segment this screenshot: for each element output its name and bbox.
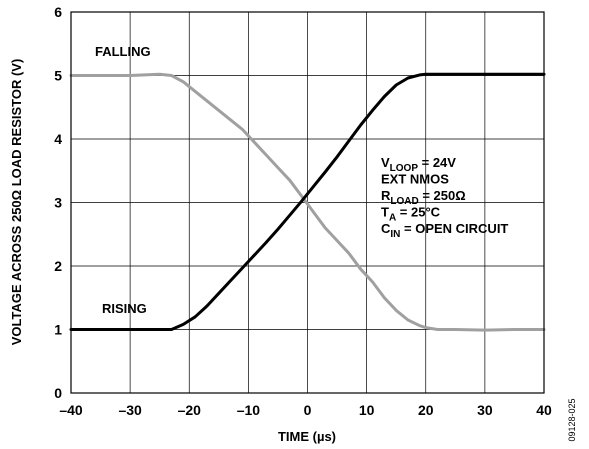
y-tick-label: 0 bbox=[54, 385, 62, 401]
rising-series-label: RISING bbox=[102, 301, 147, 316]
condition-line: RLOAD = 250Ω bbox=[381, 188, 466, 207]
x-axis-title: TIME (µs) bbox=[278, 429, 336, 444]
series-layer bbox=[69, 72, 546, 332]
plot-frame bbox=[70, 11, 545, 394]
x-tick-label: –10 bbox=[237, 402, 261, 418]
falling-series-label: FALLING bbox=[95, 44, 151, 59]
figure-id: 09128-025 bbox=[567, 398, 577, 441]
y-tick-label: 6 bbox=[54, 4, 62, 20]
y-tick-label: 4 bbox=[54, 131, 62, 147]
x-tick-label: –30 bbox=[118, 402, 142, 418]
y-axis-title: VOLTAGE ACROSS 250Ω LOAD RESISTOR (V) bbox=[9, 59, 24, 346]
condition-line: VLOOP = 24V bbox=[381, 155, 456, 174]
x-tick-label: 20 bbox=[418, 402, 434, 418]
condition-line: CIN = OPEN CIRCUIT bbox=[381, 221, 508, 240]
y-tick-labels: 0 1 2 3 4 5 6 bbox=[54, 4, 62, 401]
x-tick-labels: –40 –30 –20 –10 0 10 20 30 40 bbox=[59, 402, 552, 418]
y-tick-label: 5 bbox=[54, 68, 62, 84]
y-tick-label: 1 bbox=[54, 322, 62, 338]
series-line-falling bbox=[69, 72, 546, 332]
x-tick-label: –40 bbox=[59, 402, 83, 418]
x-tick-label: 0 bbox=[304, 402, 312, 418]
series-line-rising bbox=[69, 72, 546, 331]
condition-line: TA = 25°C bbox=[381, 205, 441, 224]
x-tick-label: 40 bbox=[536, 402, 552, 418]
x-tick-label: –20 bbox=[178, 402, 202, 418]
x-tick-label: 30 bbox=[477, 402, 493, 418]
y-tick-label: 2 bbox=[54, 258, 62, 274]
x-tick-label: 10 bbox=[359, 402, 375, 418]
condition-line: EXT NMOS bbox=[381, 172, 449, 187]
y-tick-label: 3 bbox=[54, 195, 62, 211]
